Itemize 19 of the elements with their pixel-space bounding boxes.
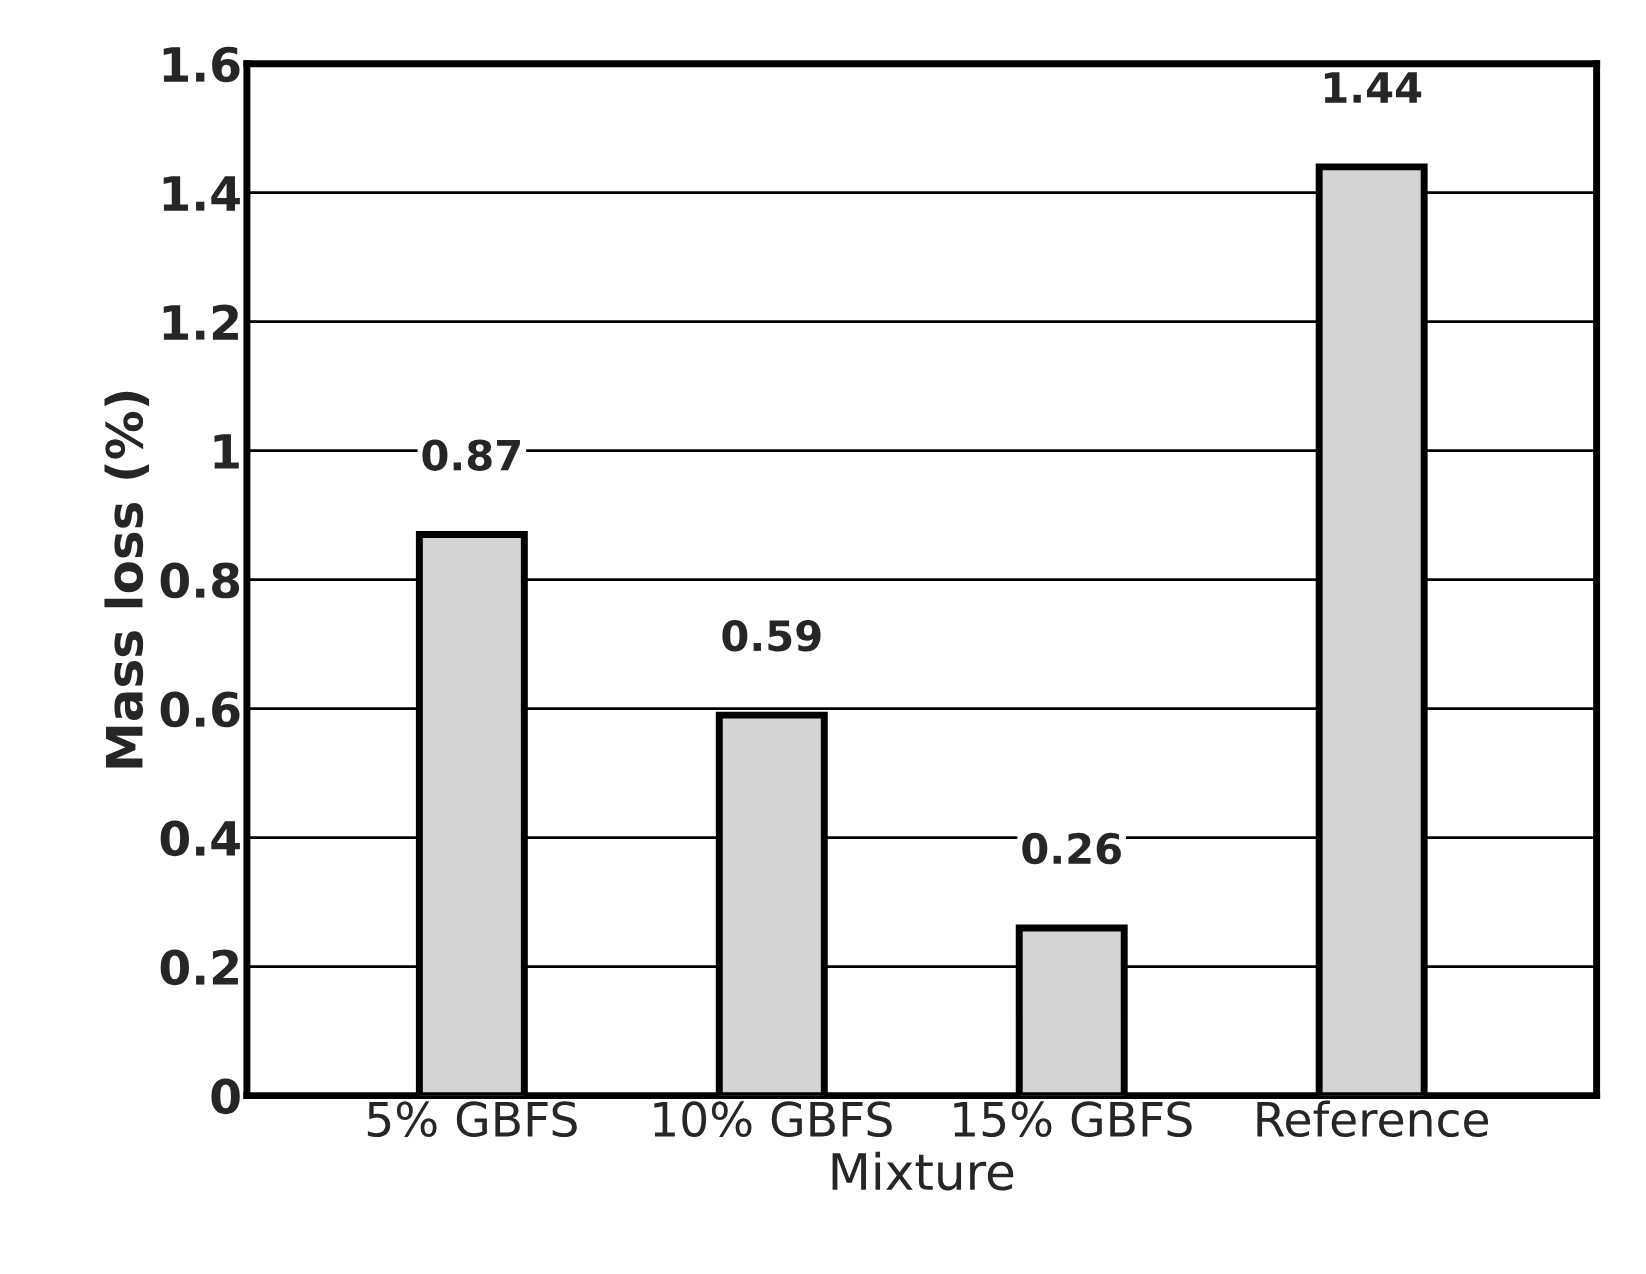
x-tick-label: 5% GBFS [367,1101,577,1138]
x-tick-label: Reference [1257,1100,1489,1138]
data-label: 0.59 [722,619,821,652]
data-label: 0.26 [1022,832,1121,865]
x-axis-title: Mixture [832,1151,1014,1191]
y-tick-label: 0 [211,1078,240,1115]
y-tick-label: 1.2 [163,304,238,340]
y-tick-label: 0.4 [160,820,240,857]
data-label: 0.87 [422,439,520,471]
y-tick-label: 0.6 [160,691,240,728]
x-tick-label: 15% GBFS [954,1101,1192,1138]
y-tick-label: 0.8 [160,562,240,599]
y-axis-title: Mass loss (%) [104,391,150,768]
y-tick-label: 0.2 [160,949,238,986]
y-tick-label: 1.6 [163,46,240,83]
x-tick-label: 10% GBFS [654,1101,892,1138]
y-tick-label: 1 [214,434,239,469]
y-tick-label: 1.4 [163,176,240,211]
data-label: 1.44 [1324,72,1422,103]
